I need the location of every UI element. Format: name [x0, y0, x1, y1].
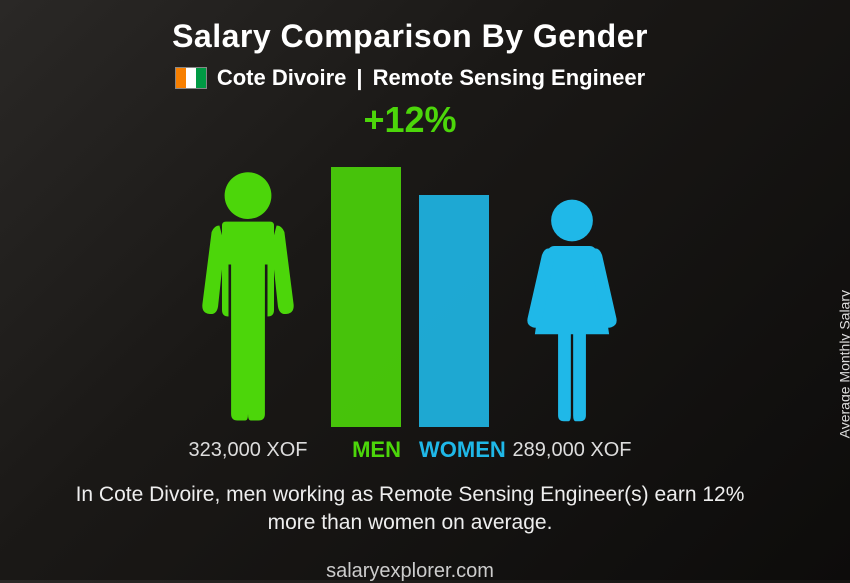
chart-area: [20, 137, 800, 427]
country-label: Cote Divoire: [217, 65, 347, 91]
y-axis-label: Average Monthly Salary: [836, 290, 850, 438]
women-salary: 289,000 XOF: [507, 439, 637, 462]
women-label: WOMEN: [419, 437, 489, 463]
men-label: MEN: [331, 437, 401, 463]
women-bar: [419, 195, 489, 427]
flag-stripe-1: [176, 68, 186, 88]
women-icon-col: [507, 137, 637, 427]
men-bar: [331, 167, 401, 427]
women-bar-col: [419, 137, 489, 427]
flag-stripe-3: [196, 68, 206, 88]
men-icon-col: [183, 137, 313, 427]
flag-icon: [175, 67, 207, 89]
separator: |: [356, 65, 362, 91]
men-bar-col: [331, 137, 401, 427]
man-icon: [183, 167, 313, 427]
footer-text: salaryexplorer.com: [20, 560, 800, 583]
chart-title: Salary Comparison By Gender: [20, 18, 800, 55]
description-text: In Cote Divoire, men working as Remote S…: [20, 481, 800, 538]
job-label: Remote Sensing Engineer: [373, 65, 646, 91]
woman-icon: [507, 195, 637, 427]
percentage-label: +12%: [20, 99, 800, 141]
flag-stripe-2: [186, 68, 196, 88]
men-salary: 323,000 XOF: [183, 439, 313, 462]
chart-subtitle: Cote Divoire | Remote Sensing Engineer: [20, 65, 800, 91]
labels-row: 323,000 XOF MEN WOMEN 289,000 XOF: [20, 437, 800, 463]
